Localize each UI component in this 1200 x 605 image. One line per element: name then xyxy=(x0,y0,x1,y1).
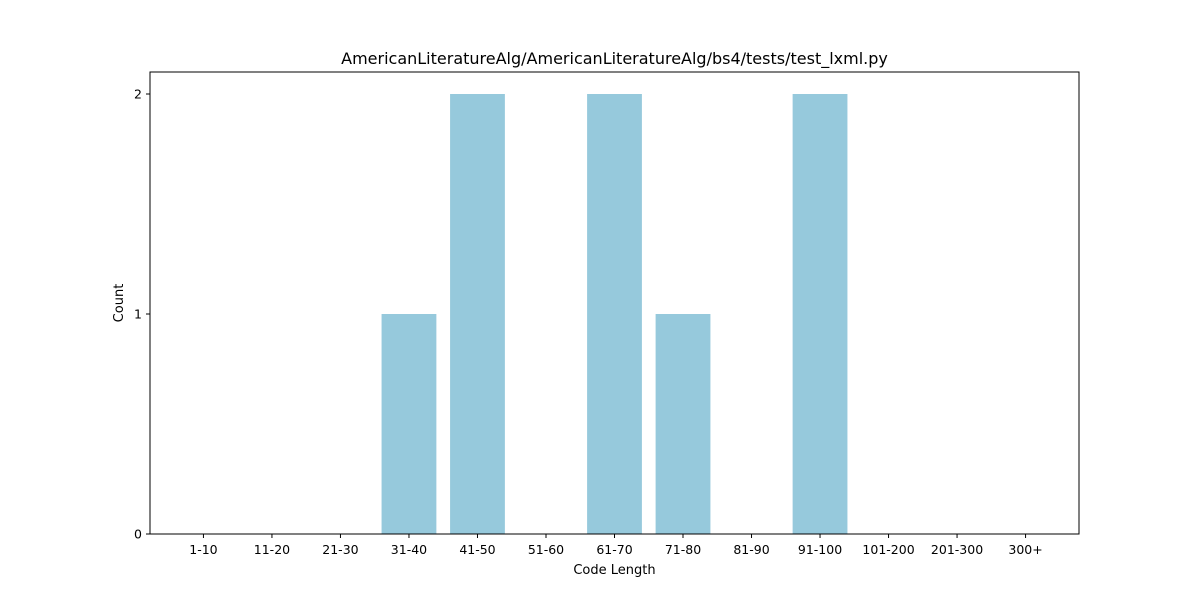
chart-title: AmericanLiteratureAlg/AmericanLiterature… xyxy=(341,49,888,69)
x-tick-label: 300+ xyxy=(1008,542,1042,557)
x-tick-label: 101-200 xyxy=(862,542,914,557)
x-tick-label: 11-20 xyxy=(254,542,290,557)
x-tick-label: 41-50 xyxy=(459,542,495,557)
bar-61-70 xyxy=(587,94,642,534)
bars-group xyxy=(381,94,848,534)
bar-31-40 xyxy=(381,314,437,534)
x-tick-label: 91-100 xyxy=(798,542,842,557)
bar-41-50 xyxy=(450,94,505,534)
bar-71-80 xyxy=(655,314,711,534)
x-tick-label: 71-80 xyxy=(665,542,701,557)
x-tick-label: 81-90 xyxy=(733,542,769,557)
y-tick-label: 1 xyxy=(134,307,142,322)
y-tick-label: 2 xyxy=(134,87,142,102)
x-axis: 1-10 11-20 21-30 31-40 41-50 51-60 61-70 71-80 8… xyxy=(189,534,1043,557)
x-tick-label: 51-60 xyxy=(528,542,564,557)
y-tick-label: 0 xyxy=(134,527,142,542)
x-tick-label: 201-300 xyxy=(931,542,983,557)
x-tick-label: 31-40 xyxy=(391,542,427,557)
bar-91-100 xyxy=(792,94,848,534)
x-tick-label: 1-10 xyxy=(189,542,217,557)
x-tick-label: 21-30 xyxy=(322,542,358,557)
x-axis-label: Code Length xyxy=(573,563,655,578)
y-axis: 0 1 2 xyxy=(134,87,150,542)
y-axis-label: Count xyxy=(112,284,127,323)
x-tick-label: 61-70 xyxy=(596,542,632,557)
